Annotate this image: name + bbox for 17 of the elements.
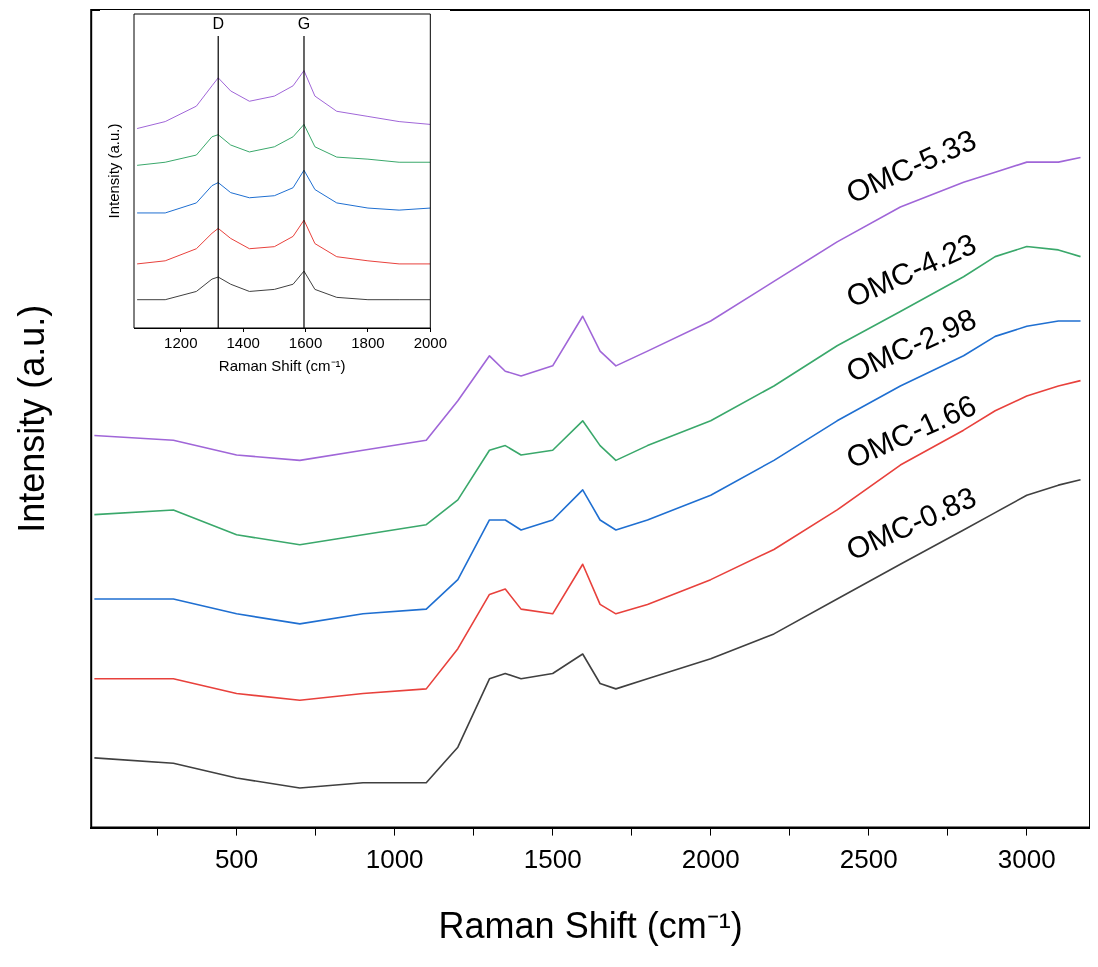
x-tick-label: 500 (214, 844, 259, 875)
x-axis-title: Raman Shift (cm⁻¹) (438, 905, 743, 947)
x-tick-label: 1400 (226, 334, 260, 352)
ref-line-label: D (212, 15, 224, 33)
x-tick-label: 1600 (288, 334, 323, 352)
x-tick-label: 2500 (839, 844, 898, 875)
x-tick-label: 1000 (365, 844, 424, 875)
x-tick-label: 1200 (164, 334, 198, 352)
y-axis-title: Intensity (a.u.) (10, 304, 52, 533)
x-axis-title: Raman Shift (cm⁻¹) (218, 357, 346, 375)
x-tick-label: 1500 (523, 844, 582, 875)
y-axis-title: Intensity (a.u.) (105, 123, 123, 219)
x-tick-label: 2000 (681, 844, 740, 875)
ref-line-label: G (297, 15, 311, 33)
x-tick-label: 1800 (351, 334, 385, 352)
x-tick-label: 2000 (413, 334, 447, 352)
x-tick-label: 3000 (997, 844, 1056, 875)
